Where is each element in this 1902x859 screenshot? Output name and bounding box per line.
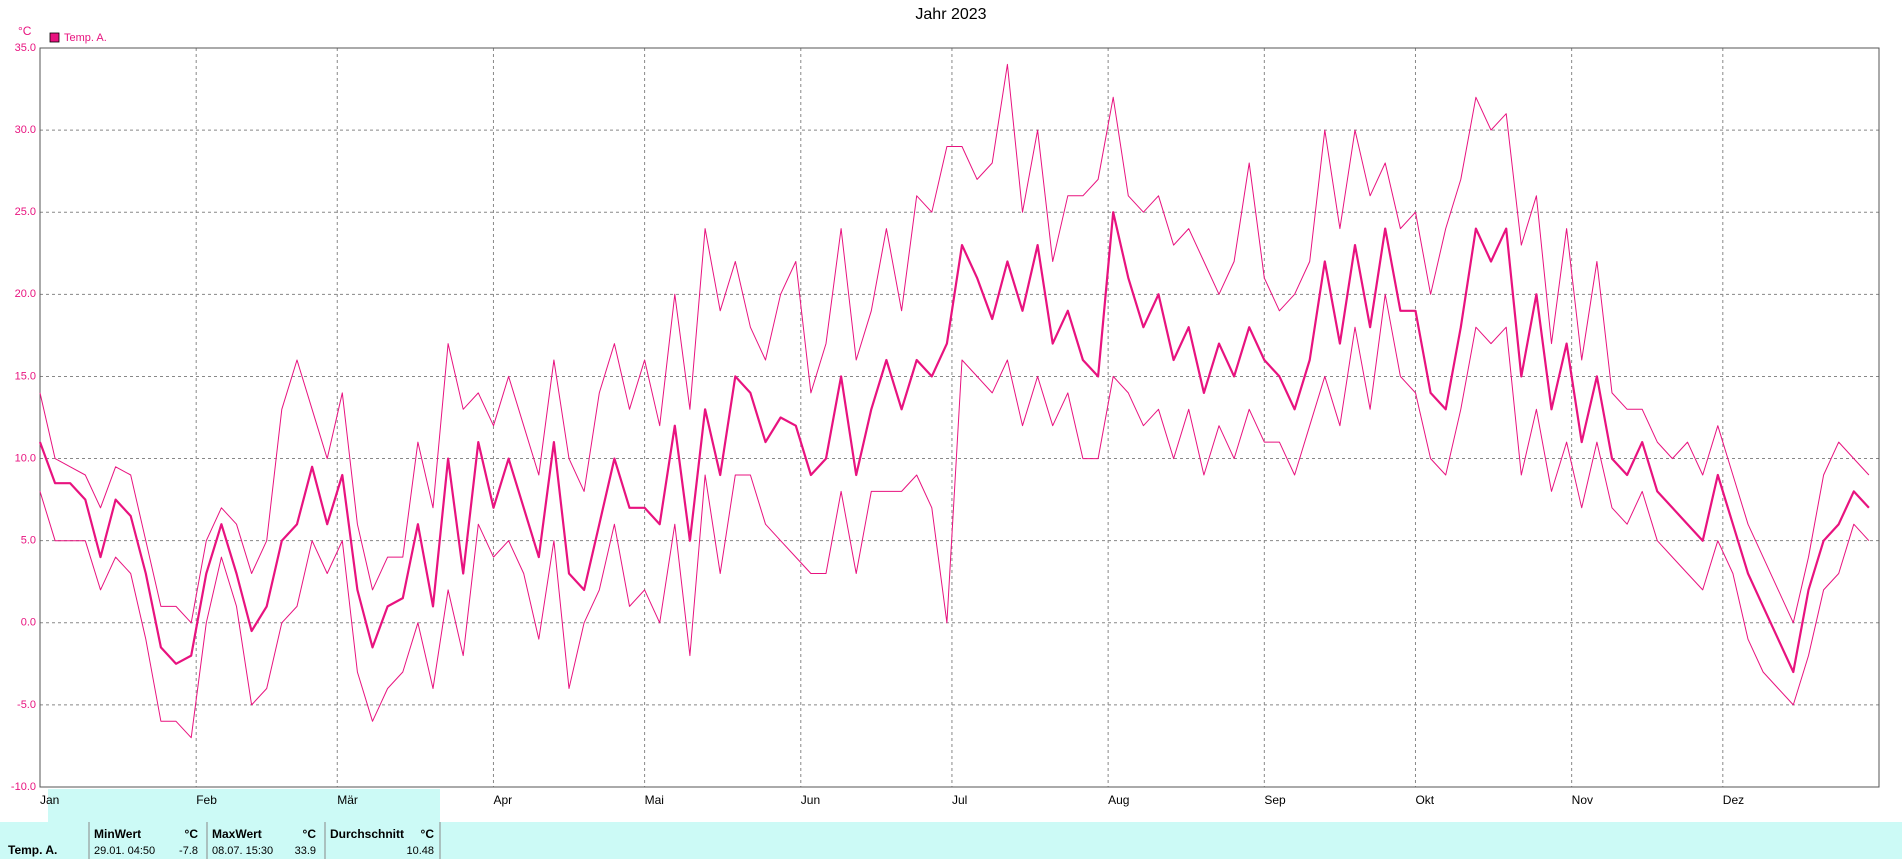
x-tick-label: Jun: [801, 793, 820, 807]
x-tick-label: Apr: [493, 793, 512, 807]
summary-header: Durchschnitt: [330, 827, 404, 841]
summary-name: Temp. A.: [8, 843, 57, 857]
plot-frame: [39, 47, 1880, 788]
x-tick-label: Aug: [1108, 793, 1129, 807]
x-tick-label: Nov: [1572, 793, 1593, 807]
y-tick-label: 25.0: [15, 206, 36, 218]
summary-header: MinWert: [94, 827, 141, 841]
line-low: [39, 293, 1870, 739]
summary-strip: [0, 822, 1902, 859]
y-tick-label: 30.0: [15, 124, 36, 136]
x-tick-label: Jul: [952, 793, 967, 807]
x-tick-label: Sep: [1264, 793, 1286, 807]
y-tick-label: 35.0: [15, 42, 36, 54]
x-tick-label: Mär: [337, 793, 358, 807]
summary-value: 10.48: [406, 845, 434, 857]
y-tick-label: 5.0: [21, 535, 36, 547]
y-tick-label: 0.0: [21, 617, 36, 629]
x-tick-label: Okt: [1415, 793, 1434, 807]
summary-value: 33.9: [295, 845, 316, 857]
legend-swatch: [49, 32, 60, 43]
y-tick-label: -5.0: [17, 699, 36, 711]
summary-value: -7.8: [179, 845, 198, 857]
line-high: [39, 63, 1870, 624]
summary-unit: °C: [421, 827, 435, 841]
summary-time: 08.07. 15:30: [212, 845, 273, 857]
x-tick-label: Dez: [1723, 793, 1744, 807]
y-tick-label: 10.0: [15, 452, 36, 464]
summary-unit: °C: [303, 827, 317, 841]
x-tick-label: Feb: [196, 793, 217, 807]
summary-unit: °C: [185, 827, 199, 841]
y-axis-unit: °C: [18, 24, 32, 38]
summary-header: MaxWert: [212, 827, 262, 841]
y-tick-label: -10.0: [11, 781, 36, 793]
line-values: [38, 211, 1870, 674]
chart-title: Jahr 2023: [915, 6, 986, 23]
x-tick-label: Jan: [40, 793, 59, 807]
x-tick-label: Mai: [645, 793, 664, 807]
y-tick-label: 20.0: [15, 288, 36, 300]
y-tick-label: 15.0: [15, 370, 36, 382]
summary-time: 29.01. 04:50: [94, 845, 155, 857]
legend-label: Temp. A.: [64, 32, 107, 44]
